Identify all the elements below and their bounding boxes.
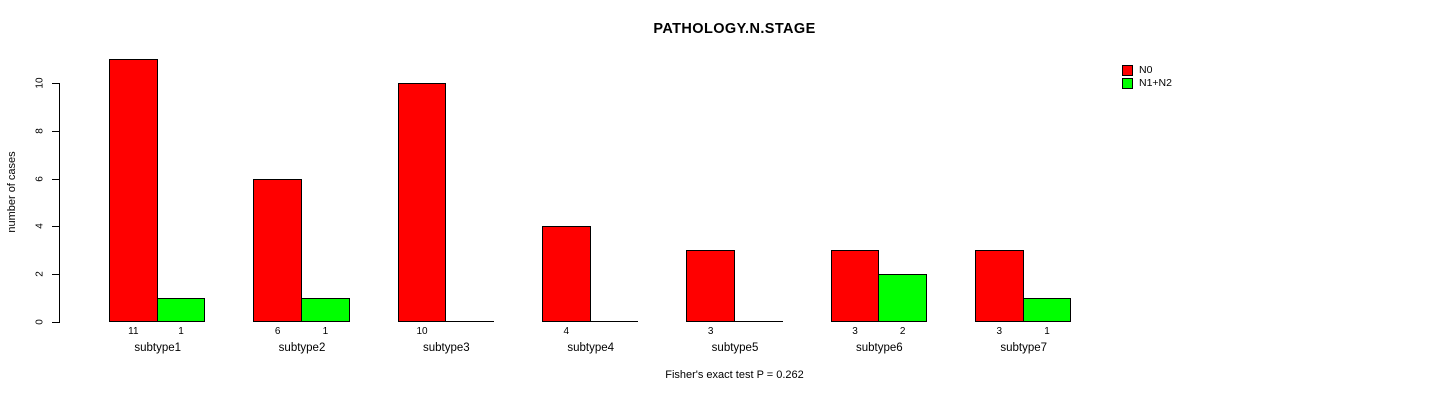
legend: N0 N1+N2	[1122, 64, 1172, 90]
bar-subtype3-N0	[397, 83, 447, 322]
bar-subtype3-N1+N2-zero	[445, 321, 495, 322]
bar-value-label: 10	[416, 326, 428, 337]
bar-subtype5-N0	[686, 250, 735, 322]
y-axis-line	[59, 83, 60, 323]
y-tick-label: 6	[34, 175, 46, 182]
bar-subtype4-N0	[541, 226, 591, 322]
legend-swatch-n0	[1122, 65, 1133, 76]
y-tick	[52, 322, 59, 323]
bar-subtype7-N1+N2	[1022, 298, 1072, 322]
footnote-fisher-test: Fisher's exact test P = 0.262	[665, 369, 804, 381]
bar-value-label: 1	[322, 326, 329, 337]
legend-item-n1n2: N1+N2	[1122, 77, 1172, 90]
bar-value-label: 2	[899, 326, 906, 337]
bar-subtype6-N1+N2	[878, 274, 928, 322]
category-label-subtype7: subtype7	[1000, 342, 1048, 354]
y-tick	[52, 130, 59, 132]
y-tick-label: 10	[34, 77, 46, 89]
legend-label-n0: N0	[1139, 64, 1153, 76]
y-tick-label: 8	[34, 128, 46, 134]
bar-value-label: 6	[274, 326, 281, 337]
bar-subtype4-N1+N2-zero	[589, 321, 639, 322]
chart-title: PATHOLOGY.N.STAGE	[653, 21, 816, 37]
y-tick	[52, 274, 59, 276]
bar-value-label: 4	[563, 326, 570, 337]
category-label-subtype1: subtype1	[134, 342, 182, 354]
bar-value-label: 3	[996, 326, 1003, 337]
y-axis-title: number of cases	[6, 151, 18, 233]
bar-subtype1-N1+N2	[156, 298, 206, 322]
legend-swatch-n1n2	[1122, 78, 1133, 89]
bar-subtype6-N0	[830, 250, 880, 322]
legend-item-n0: N0	[1122, 64, 1172, 77]
category-label-subtype4: subtype4	[567, 342, 615, 354]
y-tick	[52, 83, 59, 85]
bar-value-label: 3	[852, 326, 858, 337]
y-tick-label: 0	[34, 319, 46, 325]
bar-value-label: 1	[1044, 326, 1050, 337]
category-label-subtype3: subtype3	[423, 342, 470, 354]
category-label-subtype2: subtype2	[278, 342, 326, 354]
legend-label-n1n2: N1+N2	[1139, 77, 1172, 89]
y-tick	[52, 178, 59, 180]
bar-subtype2-N1+N2	[301, 298, 350, 322]
category-label-subtype5: subtype5	[711, 342, 759, 354]
bar-subtype1-N0	[109, 59, 158, 322]
bar-subtype7-N0	[974, 250, 1024, 322]
bar-subtype2-N0	[253, 178, 303, 322]
y-tick-label: 4	[34, 223, 46, 230]
bar-value-label: 3	[707, 326, 714, 337]
y-tick-label: 2	[34, 271, 46, 277]
bar-value-label: 1	[178, 326, 184, 337]
bar-value-label: 11	[128, 326, 139, 337]
bar-subtype5-N1+N2-zero	[734, 321, 783, 322]
y-tick	[52, 226, 59, 228]
category-label-subtype6: subtype6	[856, 342, 903, 354]
